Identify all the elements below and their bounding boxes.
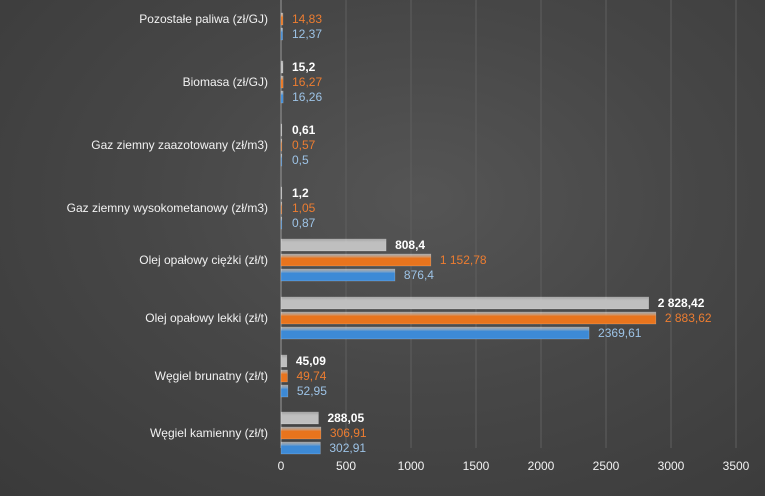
data-label: 1 152,78 (440, 253, 487, 267)
bar (280, 138, 283, 152)
data-label: 876,4 (404, 268, 434, 282)
data-label: 306,91 (330, 426, 367, 440)
bar (280, 123, 283, 137)
category-label: Olej opałowy lekki (zł/t) (145, 311, 268, 325)
bar (280, 238, 387, 252)
category-labels: Pozostałe paliwa (zł/GJ) Biomasa (zł/GJ) G… (67, 12, 268, 440)
bar (280, 153, 283, 167)
x-tick-label: 3500 (723, 459, 750, 473)
bar (280, 441, 321, 455)
bar (280, 369, 288, 383)
data-label: 49,74 (296, 369, 326, 383)
bar (280, 27, 283, 41)
data-label: 52,95 (297, 384, 327, 398)
data-label: 302,91 (329, 441, 366, 455)
data-label: 808,4 (395, 238, 425, 252)
category-label: Biomasa (zł/GJ) (183, 75, 268, 89)
data-labels: 15,2 0,61 1,2 808,4 2 828,42 45,09 288,05 14,83… (292, 12, 712, 455)
bar (280, 411, 319, 425)
data-label: 288,05 (327, 411, 364, 425)
category-label: Węgiel brunatny (zł/t) (155, 369, 268, 383)
x-tick-label: 2500 (593, 459, 620, 473)
data-label: 2369,61 (598, 326, 642, 340)
data-label: 12,37 (292, 27, 322, 41)
x-tick-label: 2000 (528, 459, 555, 473)
x-tick-label: 500 (336, 459, 356, 473)
data-label: 2 828,42 (658, 296, 705, 310)
data-label: 1,05 (292, 201, 316, 215)
bar (280, 311, 657, 325)
bar (280, 75, 284, 89)
category-label: Węgiel kamienny (zł/t) (150, 426, 268, 440)
data-label: 0,61 (292, 123, 316, 137)
bar (280, 186, 283, 200)
data-label: 14,83 (292, 12, 322, 26)
x-tick-label: 0 (278, 459, 285, 473)
data-label: 45,09 (296, 354, 326, 368)
bar (280, 268, 396, 282)
bar (280, 12, 284, 26)
bar (280, 296, 649, 310)
bar (280, 384, 289, 398)
data-label: 1,2 (292, 186, 309, 200)
gridlines (280, 0, 737, 448)
bar (280, 90, 284, 104)
x-tick-label: 3000 (658, 459, 685, 473)
category-label: Pozostałe paliwa (zł/GJ) (139, 12, 268, 26)
bar (280, 201, 283, 215)
bar (280, 326, 590, 340)
data-label: 2 883,62 (665, 311, 712, 325)
category-label: Olej opałowy ciężki (zł/t) (139, 253, 268, 267)
category-label: Gaz ziemny wysokometanowy (zł/m3) (67, 201, 268, 215)
x-tick-label: 1500 (463, 459, 490, 473)
bar (280, 253, 432, 267)
data-label: 0,87 (292, 216, 316, 230)
data-label: 0,5 (292, 153, 309, 167)
data-label: 15,2 (292, 60, 316, 74)
bar (280, 426, 322, 440)
data-label: 16,26 (292, 90, 322, 104)
bar (280, 216, 283, 230)
bars (280, 12, 657, 455)
x-tick-labels: 0 500 1000 1500 2000 2500 3000 3500 (278, 459, 750, 473)
data-label: 0,57 (292, 138, 316, 152)
x-tick-label: 1000 (398, 459, 425, 473)
bar (280, 354, 288, 368)
bar (280, 60, 284, 74)
data-label: 16,27 (292, 75, 322, 89)
category-label: Gaz ziemny zaazotowany (zł/m3) (91, 138, 268, 152)
